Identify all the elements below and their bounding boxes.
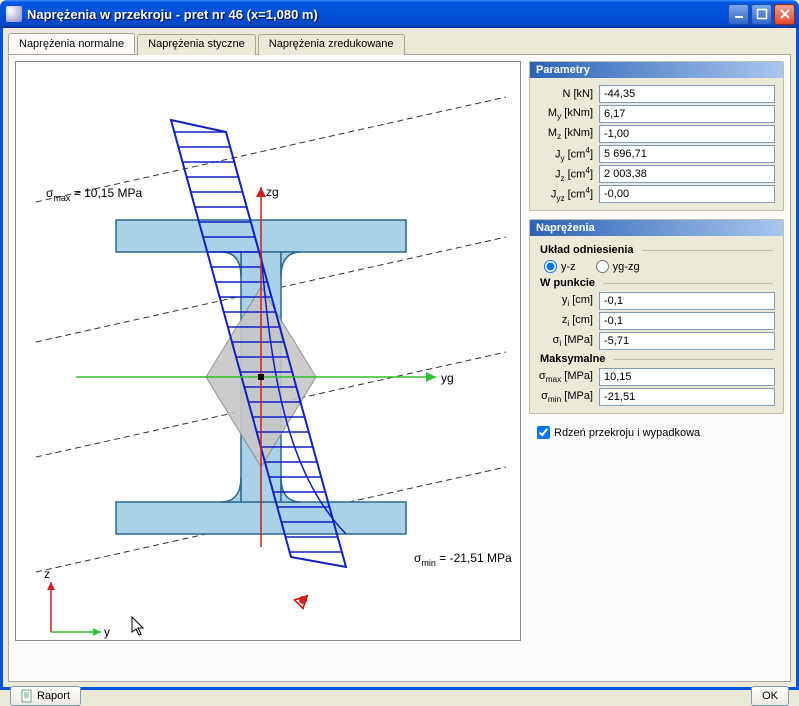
param-Jy-value[interactable]: 5 696,71 — [599, 145, 775, 163]
radio-yz[interactable]: y-z — [544, 260, 576, 273]
minimize-button[interactable] — [728, 4, 749, 25]
radio-ygzg[interactable]: yg-zg — [596, 260, 640, 273]
param-Jyz-value[interactable]: -0,00 — [599, 185, 775, 203]
param-My-value[interactable]: 6,17 — [599, 105, 775, 123]
param-Jyz-label: Jyz [cm4] — [538, 186, 593, 203]
ok-button[interactable]: OK — [751, 686, 789, 706]
radio-yz-input[interactable] — [544, 260, 557, 273]
maximize-button[interactable] — [751, 4, 772, 25]
svg-text:yg: yg — [441, 371, 454, 385]
sigma-min-label: σmin [MPa] — [538, 390, 593, 404]
diagram-pane[interactable]: σmax = 10,15 MPa σmin = -21,51 MPa yg zg… — [15, 61, 521, 641]
sigma-min-value[interactable]: -21,51 — [599, 388, 775, 406]
app-icon — [6, 6, 22, 22]
svg-text:σmin = -21,51 MPa: σmin = -21,51 MPa — [414, 551, 512, 568]
sigma-i-label: σi [MPa] — [538, 334, 593, 348]
radio-ygzg-input[interactable] — [596, 260, 609, 273]
yi-label: yi [cm] — [538, 294, 593, 308]
svg-text:y: y — [104, 625, 110, 639]
param-Mz-value[interactable]: -1,00 — [599, 125, 775, 143]
max-label: Maksymalne — [540, 353, 605, 365]
titlebar[interactable]: Naprężenia w przekroju - pret nr 46 (x=1… — [0, 0, 799, 28]
tab-normal[interactable]: Naprężenia normalne — [8, 33, 135, 54]
sigma-i-value[interactable]: -5,71 — [599, 332, 775, 350]
tab-tangential[interactable]: Naprężenia styczne — [137, 34, 256, 55]
zi-label: zi [cm] — [538, 314, 593, 328]
svg-text:σmax = 10,15 MPa: σmax = 10,15 MPa — [46, 186, 142, 203]
svg-text:zg: zg — [266, 185, 279, 199]
param-Jz-label: Jz [cm4] — [538, 166, 593, 183]
document-icon — [21, 689, 33, 703]
parameters-header: Parametry — [530, 62, 783, 78]
core-checkbox-label: Rdzeń przekroju i wypadkowa — [554, 427, 700, 439]
frame-label: Układ odniesienia — [540, 244, 634, 256]
param-Mz-label: Mz [kNm] — [538, 127, 593, 141]
zi-value[interactable]: -0,1 — [599, 312, 775, 330]
close-button[interactable] — [774, 4, 795, 25]
tab-reduced[interactable]: Naprężenia zredukowane — [258, 34, 405, 55]
param-N-label: N [kN] — [538, 88, 593, 100]
stresses-group: Naprężenia Układ odniesienia y-z yg-zg — [529, 219, 784, 414]
sigma-max-value[interactable]: 10,15 — [599, 368, 775, 386]
stresses-header: Naprężenia — [530, 220, 783, 236]
param-Jz-value[interactable]: 2 003,38 — [599, 165, 775, 183]
point-label: W punkcie — [540, 277, 595, 289]
yi-value[interactable]: -0,1 — [599, 292, 775, 310]
param-N-value[interactable]: -44,35 — [599, 85, 775, 103]
window-title: Naprężenia w przekroju - pret nr 46 (x=1… — [27, 7, 726, 22]
tab-bar: Naprężenia normalne Naprężenia styczne N… — [8, 33, 791, 55]
report-button[interactable]: Raport — [10, 686, 81, 706]
core-checkbox[interactable] — [537, 426, 550, 439]
parameters-group: Parametry N [kN] -44,35 My [kNm] 6,17 Mz… — [529, 61, 784, 211]
param-My-label: My [kNm] — [538, 107, 593, 121]
svg-text:z: z — [44, 567, 50, 581]
param-Jy-label: Jy [cm4] — [538, 146, 593, 163]
sigma-max-label: σmax [MPa] — [538, 370, 593, 384]
